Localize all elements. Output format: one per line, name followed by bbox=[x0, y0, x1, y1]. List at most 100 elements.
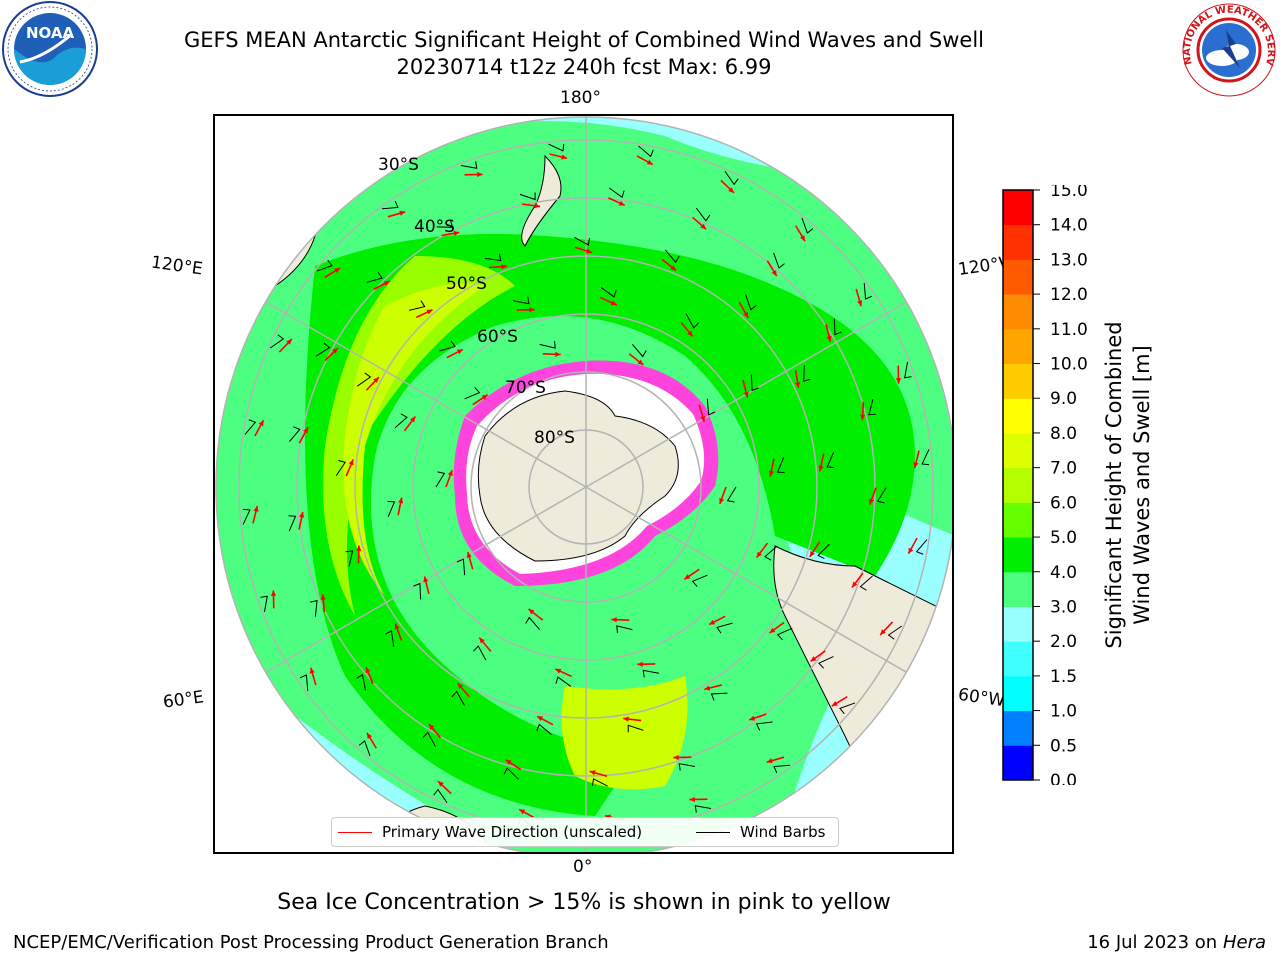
legend-wave-line bbox=[338, 831, 372, 833]
wind-barb bbox=[574, 236, 591, 246]
wave-arrow-head bbox=[851, 581, 858, 588]
wave-arrow-head bbox=[561, 154, 568, 160]
wind-barb bbox=[616, 625, 633, 633]
wave-arrow-head bbox=[383, 281, 390, 286]
lon-label-60w: 60°W bbox=[956, 684, 1007, 712]
colorbar-title-line1: Significant Height of Combined bbox=[1102, 321, 1126, 649]
wave-arrow-head bbox=[618, 200, 625, 206]
wind-barb bbox=[422, 731, 436, 747]
wind-barb bbox=[289, 426, 301, 442]
wave-arrow-head bbox=[646, 159, 653, 165]
wave-arrow-head bbox=[623, 716, 629, 722]
lat-label-40s: 40°S bbox=[414, 217, 455, 237]
wind-barb bbox=[764, 545, 778, 561]
wave-arrow-head bbox=[769, 627, 776, 633]
wind-barb bbox=[358, 740, 371, 757]
wave-arrow-head bbox=[258, 420, 264, 427]
wave-arrow-head bbox=[809, 550, 815, 557]
wind-barb bbox=[413, 582, 422, 600]
wave-arrow-head bbox=[423, 576, 429, 583]
wave-arrow-head bbox=[709, 619, 716, 625]
wind-barb bbox=[310, 599, 318, 617]
legend-barb-label: Wind Barbs bbox=[740, 823, 826, 841]
wind-barb bbox=[433, 788, 448, 804]
colorbar-tick-label: 14.0 bbox=[1050, 216, 1088, 236]
wind-barb bbox=[464, 387, 481, 400]
wind-barb bbox=[436, 220, 454, 228]
colorbar-segment bbox=[1003, 467, 1033, 503]
colorbar-tick-label: 9.0 bbox=[1050, 389, 1077, 409]
wave-arrow-head bbox=[528, 609, 535, 615]
wave-arrow-head bbox=[756, 551, 762, 558]
wave-arrow-head bbox=[637, 359, 644, 365]
wind-barb bbox=[381, 200, 399, 210]
wind-barb bbox=[335, 460, 347, 476]
colorbar-tick-label: 5.0 bbox=[1050, 528, 1077, 548]
wave-arrow-head bbox=[795, 382, 801, 388]
map-canvas: 30°S 40°S 50°S 60°S 70°S 80°S bbox=[215, 116, 952, 852]
wind-barb bbox=[726, 486, 737, 503]
wave-arrow-head bbox=[410, 416, 416, 423]
wind-barb bbox=[685, 313, 699, 329]
generation-date-text: 16 Jul 2023 on bbox=[1087, 932, 1223, 953]
wave-arrow-head bbox=[348, 459, 354, 466]
wave-arrow-head bbox=[670, 265, 677, 271]
wind-barb bbox=[803, 365, 811, 382]
wind-barb bbox=[288, 515, 297, 532]
wind-barb bbox=[818, 656, 834, 669]
colorbar-tick-label: 10.0 bbox=[1050, 355, 1088, 375]
wind-barb bbox=[512, 296, 530, 305]
colorbar-segment bbox=[1003, 710, 1033, 746]
wind-barb bbox=[539, 341, 556, 349]
wave-arrow-head bbox=[749, 715, 756, 721]
wave-arrow-head bbox=[428, 723, 435, 730]
colorbar-tick-label: 0.0 bbox=[1050, 771, 1077, 785]
wave-arrow-head bbox=[908, 547, 914, 554]
colorbar-tick-label: 6.0 bbox=[1050, 493, 1077, 513]
machine-name: Hera bbox=[1222, 932, 1266, 953]
wind-barb bbox=[244, 419, 257, 435]
wind-barb bbox=[745, 294, 757, 311]
wind-barb bbox=[435, 471, 446, 488]
wind-barb bbox=[826, 452, 835, 469]
wind-barb bbox=[316, 259, 333, 272]
wind-barb bbox=[242, 508, 251, 525]
wave-arrow-head bbox=[610, 300, 617, 306]
wave-arrow-head bbox=[857, 300, 863, 307]
wave-arrow-head bbox=[399, 210, 406, 216]
wave-arrow-head bbox=[501, 264, 507, 270]
wave-arrow-head bbox=[766, 758, 773, 764]
wave-arrow-head bbox=[320, 594, 326, 600]
wind-barb bbox=[525, 616, 541, 630]
wind-barb bbox=[269, 334, 285, 349]
colorbar: 0.0 0.5 1.0 1.5 2.0 3.0 4.0 5.0 6.0 7.0 8.0 9.0 10.0… bbox=[1002, 185, 1088, 785]
wave-arrow-head bbox=[365, 667, 371, 674]
wind-barb bbox=[642, 669, 660, 678]
wind-barb bbox=[833, 318, 842, 336]
wave-band-7m-west bbox=[343, 283, 485, 596]
wind-barb bbox=[839, 702, 856, 715]
branch-credit: NCEP/EMC/Verification Post Processing Pr… bbox=[13, 932, 609, 953]
lon-label-0: 0° bbox=[573, 857, 593, 877]
wave-arrow-head bbox=[673, 754, 679, 761]
wind-barb bbox=[859, 575, 873, 591]
wave-arrow-head bbox=[453, 230, 460, 236]
wind-barb bbox=[600, 287, 617, 298]
wind-barb bbox=[439, 340, 456, 352]
lon-label-120e: 120°E bbox=[149, 252, 204, 280]
wave-arrow-head bbox=[332, 348, 338, 354]
wave-arrow-head bbox=[700, 223, 707, 230]
wave-arrow-head bbox=[481, 394, 488, 400]
wave-direction-arrows bbox=[252, 153, 920, 821]
noaa-logo: NOAA bbox=[0, 0, 104, 104]
colorbar-segment bbox=[1003, 398, 1033, 434]
wave-arrow-head bbox=[398, 497, 404, 504]
wind-barb bbox=[724, 170, 739, 186]
wind-barb bbox=[801, 217, 814, 234]
colorbar-segment bbox=[1003, 675, 1033, 712]
legend-barb-line bbox=[696, 831, 730, 833]
colorbar-tick-label: 2.0 bbox=[1050, 632, 1077, 652]
wind-barb bbox=[548, 143, 565, 152]
wave-arrow-head bbox=[537, 716, 544, 722]
colorbar-tick-label: 0.5 bbox=[1050, 736, 1077, 756]
